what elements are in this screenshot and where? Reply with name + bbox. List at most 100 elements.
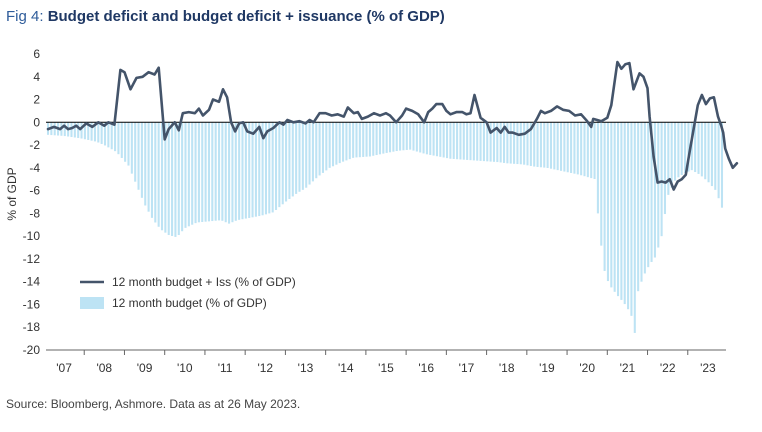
bar — [164, 122, 167, 233]
bar — [412, 122, 415, 151]
bar — [90, 122, 93, 141]
bar — [234, 122, 237, 221]
bar — [650, 122, 653, 262]
bar — [224, 122, 227, 223]
bar — [298, 122, 301, 192]
bar — [378, 122, 382, 155]
bar — [469, 122, 472, 161]
y-tick-label: -20 — [23, 343, 41, 357]
legend-item-line: 12 month budget + Iss (% of GDP) — [112, 275, 296, 289]
bar — [600, 122, 603, 246]
bar — [134, 122, 137, 182]
bar — [580, 122, 583, 176]
bar — [355, 122, 358, 158]
y-tick-label: -2 — [29, 138, 40, 152]
bar — [207, 122, 210, 222]
bar — [150, 122, 153, 218]
bar — [405, 122, 408, 150]
bar — [382, 122, 385, 154]
bar — [583, 122, 586, 177]
y-tick-label: -10 — [23, 229, 41, 243]
bar — [174, 122, 177, 237]
bar — [663, 122, 667, 215]
bar — [274, 122, 278, 210]
y-tick-label: -8 — [29, 206, 40, 220]
bar — [720, 122, 724, 208]
bar — [402, 122, 405, 151]
bar — [526, 122, 529, 166]
bar — [107, 122, 110, 148]
bar — [368, 122, 371, 157]
bar — [285, 122, 288, 202]
bar — [241, 122, 244, 220]
bar — [687, 122, 690, 172]
x-tick-label: '08 — [96, 361, 112, 375]
bar — [640, 122, 643, 282]
bar — [459, 122, 462, 160]
bar — [157, 122, 160, 227]
bar — [342, 122, 345, 162]
bar — [130, 122, 133, 174]
bar — [271, 122, 274, 213]
legend-bar-swatch — [80, 297, 104, 309]
bar — [556, 122, 559, 171]
bar — [680, 122, 683, 175]
bar — [432, 122, 435, 156]
bar — [93, 122, 96, 142]
bar — [338, 122, 341, 164]
bar — [549, 122, 553, 169]
bar — [677, 122, 680, 178]
bar — [345, 122, 348, 161]
bar — [97, 122, 100, 143]
bar — [221, 122, 224, 221]
series-line — [46, 60, 739, 191]
bar — [596, 122, 599, 214]
bar — [399, 122, 402, 151]
bar — [308, 122, 311, 185]
bar — [482, 122, 485, 162]
x-tick-label: '19 — [539, 361, 555, 375]
x-tick-label: '11 — [218, 361, 233, 375]
x-tick-label: '09 — [137, 361, 153, 375]
bar — [606, 122, 610, 282]
bar — [456, 122, 459, 160]
bar — [657, 122, 660, 248]
x-tick-label: '21 — [620, 361, 636, 375]
bar — [496, 122, 499, 163]
bar — [445, 122, 449, 159]
bar — [633, 122, 636, 333]
bar — [476, 122, 479, 161]
bar — [489, 122, 492, 162]
bar — [244, 122, 247, 219]
bar — [305, 122, 308, 188]
bar — [573, 122, 576, 174]
y-axis-label: % of GDP — [5, 167, 19, 220]
y-tick-label: 0 — [33, 115, 40, 129]
bar — [191, 122, 194, 225]
bar — [593, 122, 596, 180]
bar — [318, 122, 321, 176]
bar — [442, 122, 445, 158]
x-tick-label: '20 — [579, 361, 595, 375]
bar — [375, 122, 378, 156]
x-tick-label: '12 — [257, 361, 273, 375]
bar — [472, 122, 475, 161]
bar — [422, 122, 425, 154]
bar — [348, 122, 351, 160]
bar — [647, 122, 650, 268]
bar — [63, 122, 66, 137]
bar — [667, 122, 670, 195]
bars-series — [46, 122, 724, 333]
bar — [700, 122, 703, 177]
bar — [362, 122, 365, 157]
bar — [509, 122, 512, 164]
legend: 12 month budget + Iss (% of GDP) 12 month… — [80, 275, 296, 310]
bar — [144, 122, 147, 206]
y-tick-label: -4 — [29, 161, 40, 175]
bar — [415, 122, 418, 152]
bar — [254, 122, 257, 217]
bar — [325, 122, 328, 171]
bar — [83, 122, 86, 140]
bar — [281, 122, 284, 205]
y-tick-label: 6 — [33, 47, 40, 61]
